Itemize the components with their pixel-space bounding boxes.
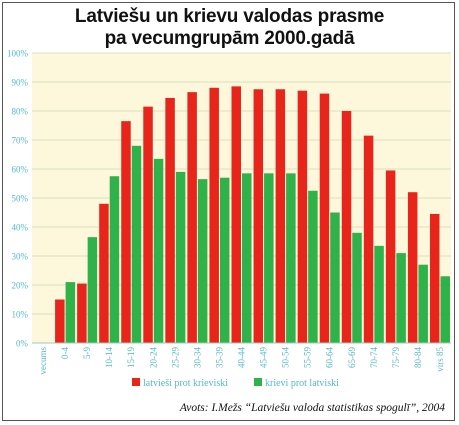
bar-latvians <box>253 89 264 343</box>
bar-latvians <box>165 97 175 343</box>
bar-russians <box>418 264 428 343</box>
bar-russians <box>109 176 120 343</box>
x-tick-label: 55-59 <box>303 347 313 368</box>
y-tick-label: 50% <box>12 194 29 204</box>
legend-label: latvieši prot krieviski <box>143 378 228 389</box>
bar-latvians <box>55 299 65 343</box>
bar-latvians <box>231 86 241 343</box>
bar-latvians <box>429 213 440 343</box>
x-tick-label: vecums <box>38 347 48 375</box>
legend-swatch <box>132 378 140 386</box>
bar-latvians <box>143 106 153 344</box>
x-tick-label: 70-74 <box>369 347 379 368</box>
bar-latvians <box>297 90 308 343</box>
y-tick-label: 90% <box>12 78 29 88</box>
x-tick-label: 5-9 <box>82 347 92 359</box>
x-tick-label: 65-69 <box>347 347 357 368</box>
y-tick-label: 70% <box>12 136 29 146</box>
bar-russians <box>131 145 142 343</box>
x-tick-label: 25-29 <box>170 347 180 368</box>
bar-russians <box>308 190 318 343</box>
bar-russians <box>352 232 362 343</box>
x-tick-label: 30-34 <box>192 347 202 368</box>
x-tick-label: 60-64 <box>325 347 335 368</box>
y-tick-label: 0% <box>16 339 29 349</box>
y-tick-label: 80% <box>12 107 29 117</box>
x-tick-label: 75-79 <box>391 347 401 368</box>
x-tick-label: virs 85 <box>435 347 445 372</box>
bar-russians <box>330 212 340 343</box>
title-line-2: pa vecumgrupām 2000.gadā <box>104 28 355 49</box>
x-tick-label: 45-49 <box>259 347 269 368</box>
y-tick-label: 10% <box>12 310 29 320</box>
bar-russians <box>264 173 274 343</box>
bar-russians <box>153 158 164 343</box>
x-tick-label: 0-4 <box>60 347 70 359</box>
x-tick-label: 10-14 <box>104 347 114 368</box>
x-tick-label: 80-84 <box>413 347 423 368</box>
x-tick-label: 50-54 <box>281 347 291 368</box>
bar-russians <box>197 179 208 343</box>
title-line-1: Latviešu un krievu valodas prasme <box>74 6 385 27</box>
x-tick-label: 40-44 <box>237 347 247 368</box>
bar-russians <box>87 237 98 343</box>
bar-russians <box>396 253 406 343</box>
bar-latvians <box>121 121 131 344</box>
y-tick-label: 20% <box>12 281 29 291</box>
chart-title: Latviešu un krievu valodas prasme pa vec… <box>0 6 459 50</box>
bar-latvians <box>363 135 374 343</box>
bar-russians <box>242 173 252 343</box>
bar-latvians <box>99 203 109 343</box>
x-tick-label: 20-24 <box>148 347 158 368</box>
legend-label: krievi prot latviski <box>265 378 339 389</box>
source-note: Avots: I.Mežs “Latviešu valoda statistik… <box>179 402 445 414</box>
bar-latvians <box>407 192 418 343</box>
bar-latvians <box>319 93 330 343</box>
bar-russians <box>286 173 296 343</box>
bar-russians <box>219 177 230 343</box>
bar-latvians <box>77 283 87 343</box>
x-tick-label: 15-19 <box>126 347 136 368</box>
bar-latvians <box>187 92 197 344</box>
bar-latvians <box>385 170 396 343</box>
y-tick-label: 30% <box>12 252 29 262</box>
bar-latvians <box>209 87 219 343</box>
legend-swatch <box>254 378 262 386</box>
bar-latvians <box>341 111 352 343</box>
bar-russians <box>374 245 384 343</box>
y-tick-label: 60% <box>12 165 29 175</box>
bar-russians <box>440 276 450 343</box>
x-tick-label: 35-39 <box>214 347 224 368</box>
bar-latvians <box>275 89 286 343</box>
bar-russians <box>175 171 186 343</box>
y-tick-label: 40% <box>12 223 29 233</box>
bar-russians <box>65 282 76 343</box>
y-tick-label: 100% <box>7 49 29 59</box>
